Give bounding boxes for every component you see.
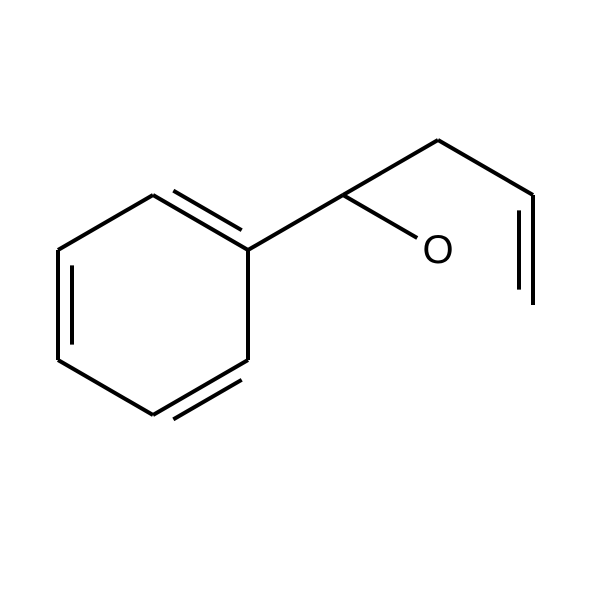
atom-label-oxygen: O <box>422 228 453 272</box>
molecule-diagram: O <box>0 0 600 600</box>
